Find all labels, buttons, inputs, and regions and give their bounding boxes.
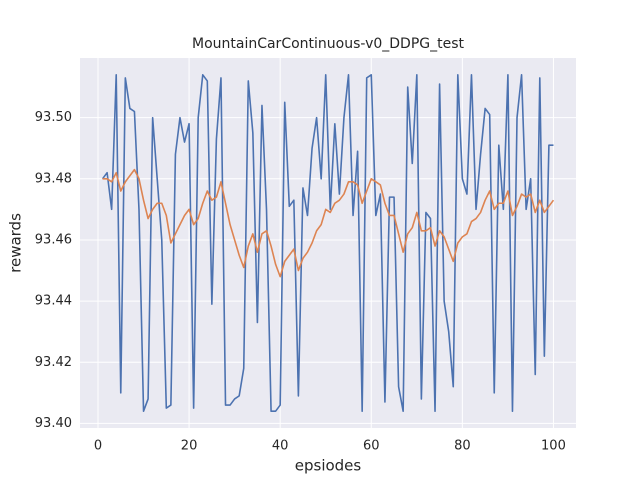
x-tick-label: 80 — [454, 439, 471, 454]
x-tick-label: 100 — [541, 439, 566, 454]
y-tick-label: 93.46 — [35, 232, 72, 247]
y-tick-label: 93.40 — [35, 416, 72, 431]
x-axis-label: epsiodes — [295, 457, 362, 475]
chart-title: MountainCarContinuous-v0_DDPG_test — [192, 36, 465, 52]
y-tick-label: 93.50 — [35, 110, 72, 125]
y-tick-label: 93.48 — [35, 171, 72, 186]
series-line — [102, 168, 555, 278]
x-tick-label: 40 — [272, 439, 289, 454]
plot-area — [80, 58, 576, 428]
y-tick-label: 93.42 — [35, 355, 72, 370]
x-tick-label: 20 — [181, 439, 198, 454]
x-tick-label: 0 — [94, 439, 102, 454]
series-line — [101, 74, 554, 412]
y-axis-label: rewards — [7, 213, 25, 273]
y-tick-label: 93.44 — [35, 294, 72, 309]
x-tick-label: 60 — [363, 439, 380, 454]
